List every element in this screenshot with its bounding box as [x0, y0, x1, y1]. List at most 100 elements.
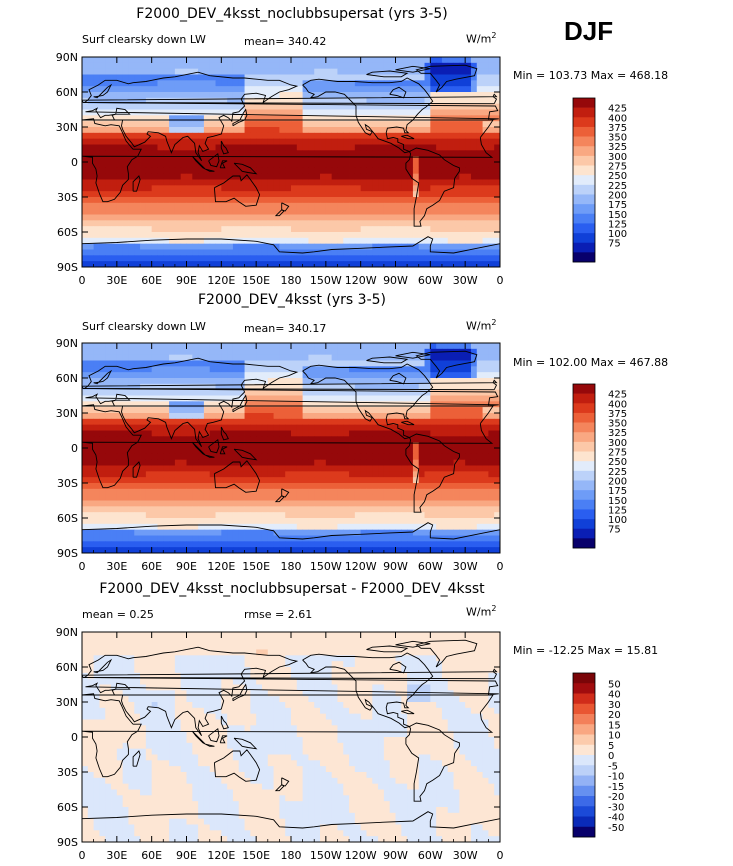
- field-cell: [82, 208, 89, 215]
- field-cell: [320, 494, 327, 501]
- field-cell: [238, 185, 245, 192]
- field-cell: [261, 261, 269, 268]
- field-cell: [354, 68, 362, 75]
- field-cell: [453, 191, 460, 198]
- field-cell: [470, 424, 478, 431]
- field-cell: [267, 424, 274, 431]
- field-cell: [111, 354, 118, 361]
- field-cell: [308, 92, 315, 99]
- field-cell: [343, 86, 350, 93]
- field-cell: [349, 383, 356, 391]
- field-cell: [186, 442, 193, 449]
- field-cell: [134, 202, 141, 210]
- field-cell: [337, 360, 344, 367]
- field-cell: [111, 430, 118, 437]
- field-cell: [285, 173, 292, 180]
- field-cell: [343, 167, 350, 175]
- field-cell: [366, 86, 373, 93]
- field-cell: [285, 506, 292, 513]
- field-cell: [215, 418, 222, 426]
- field-cell: [366, 389, 373, 396]
- field-cell: [372, 232, 379, 239]
- field-cell: [337, 144, 344, 151]
- field-cell: [430, 80, 437, 87]
- field-cell: [366, 471, 373, 478]
- field-cell: [470, 127, 478, 134]
- field-cell: [354, 208, 362, 215]
- field-cell: [215, 144, 222, 151]
- field-cell: [238, 389, 245, 396]
- field-cell: [273, 232, 280, 239]
- field-cell: [418, 383, 425, 391]
- field-cell: [105, 459, 112, 466]
- field-cell: [407, 372, 414, 379]
- field-cell: [192, 494, 199, 501]
- field-cell: [343, 226, 350, 233]
- field-cell: [186, 150, 193, 157]
- field-cell: [250, 249, 257, 256]
- field-cell: [221, 191, 228, 198]
- field-cell: [285, 237, 292, 245]
- field-cell: [157, 237, 164, 245]
- field-cell: [273, 424, 280, 431]
- field-cell: [331, 115, 338, 122]
- field-cell: [116, 436, 124, 443]
- field-cell: [366, 197, 373, 204]
- field-cell: [441, 413, 449, 420]
- field-cell: [337, 500, 344, 507]
- field-cell: [169, 465, 176, 472]
- field-cell: [151, 261, 158, 268]
- field-cell: [151, 226, 158, 233]
- field-cell: [157, 255, 164, 262]
- field-cell: [308, 453, 315, 461]
- field-cell: [331, 132, 338, 140]
- field-cell: [395, 249, 402, 256]
- field-cell: [308, 500, 315, 507]
- field-cell: [418, 459, 425, 466]
- field-cell: [111, 179, 118, 186]
- field-cell: [476, 97, 483, 105]
- field-cell: [151, 471, 158, 478]
- field-cell: [291, 448, 298, 455]
- field-cell: [302, 232, 309, 239]
- field-cell: [169, 249, 176, 256]
- field-cell: [430, 162, 437, 169]
- field-cell: [82, 132, 89, 140]
- field-cell: [424, 483, 431, 490]
- field-cell: [320, 512, 327, 519]
- field-cell: [436, 459, 443, 466]
- field-cell: [116, 197, 124, 204]
- field-cell: [285, 127, 292, 134]
- field-cell: [424, 132, 431, 140]
- field-cell: [256, 162, 263, 169]
- field-cell: [465, 179, 472, 186]
- field-cell: [169, 424, 176, 431]
- field-cell: [215, 150, 222, 157]
- field-cell: [105, 500, 112, 507]
- field-cell: [366, 68, 373, 75]
- field-cell: [285, 436, 292, 443]
- field-cell: [378, 506, 385, 513]
- field-cell: [140, 518, 147, 525]
- field-cell: [441, 185, 449, 192]
- field-cell: [494, 226, 501, 233]
- field-cell: [343, 179, 350, 186]
- field-cell: [482, 366, 489, 373]
- field-cell: [238, 395, 245, 402]
- field-cell: [302, 167, 309, 175]
- field-cell: [198, 453, 205, 461]
- field-cell: [459, 413, 466, 420]
- field-cell: [418, 191, 425, 198]
- field-cell: [494, 348, 501, 356]
- field-cell: [337, 68, 344, 75]
- field-cell: [337, 518, 344, 525]
- field-cell: [111, 214, 118, 221]
- field-cell: [407, 214, 414, 221]
- field-cell: [128, 127, 135, 134]
- field-cell: [256, 103, 263, 110]
- field-cell: [320, 237, 327, 245]
- field-cell: [273, 57, 280, 64]
- field-cell: [145, 372, 153, 379]
- field-cell: [308, 156, 315, 163]
- field-cell: [87, 103, 95, 110]
